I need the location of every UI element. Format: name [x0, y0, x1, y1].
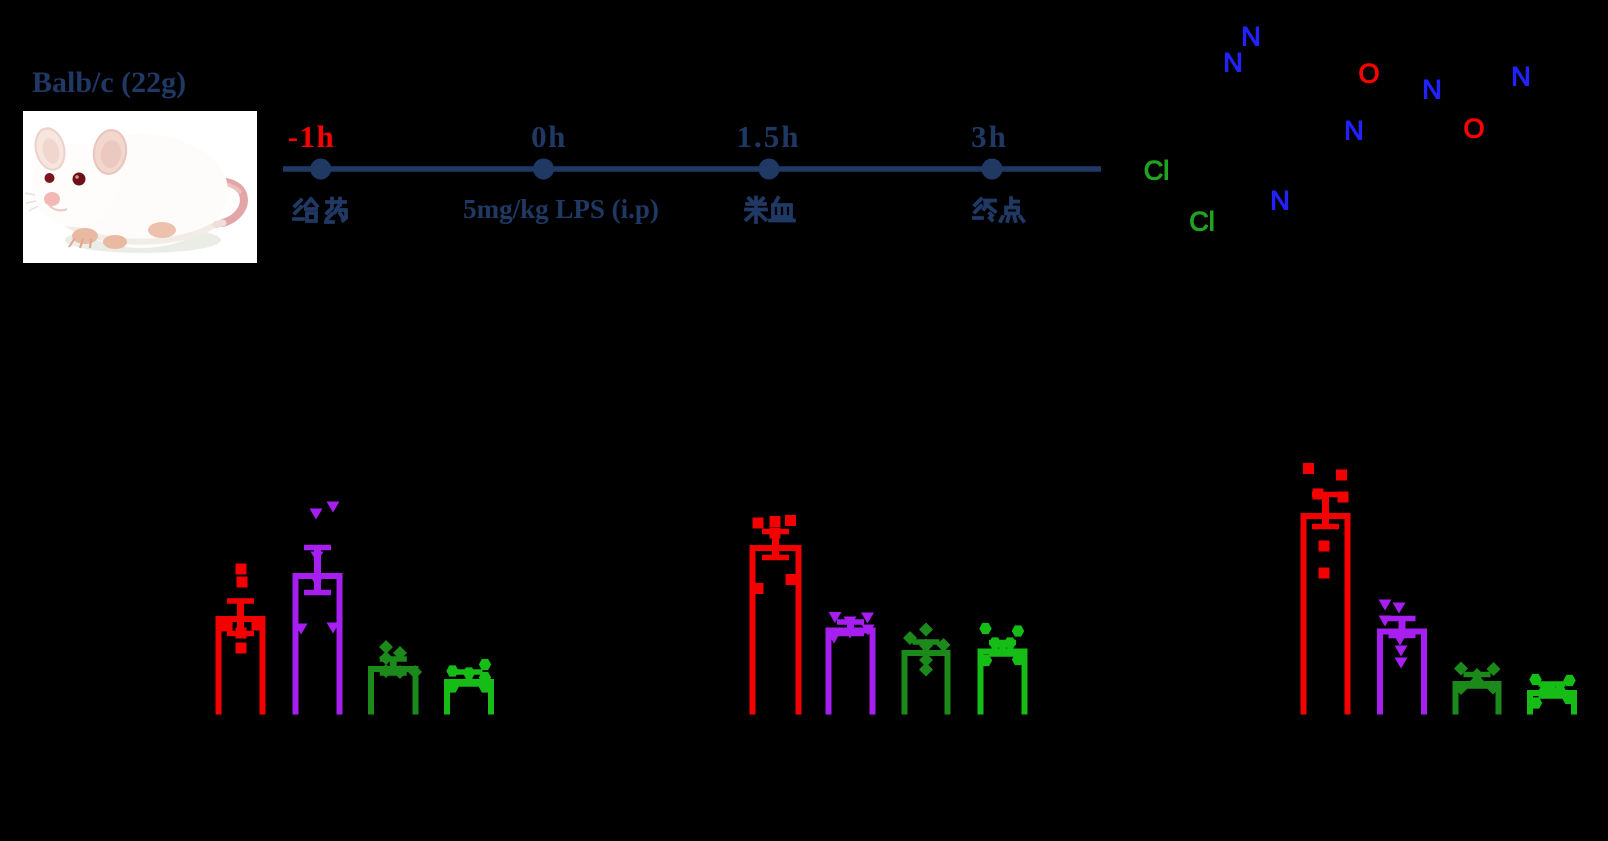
svg-text:3h: 3h	[971, 119, 1008, 154]
svg-text:N: N	[1511, 62, 1531, 92]
svg-text:N: N	[1344, 116, 1364, 146]
svg-text:N: N	[1422, 75, 1442, 105]
svg-text:Cl: Cl	[1144, 156, 1170, 186]
svg-text:N: N	[1241, 22, 1261, 52]
svg-text:Cl: Cl	[1189, 207, 1215, 237]
svg-text:N: N	[1223, 48, 1243, 78]
svg-text:O: O	[1358, 59, 1379, 89]
svg-text:N: N	[1270, 186, 1290, 216]
svg-text:1.5h: 1.5h	[737, 119, 801, 154]
svg-text:O: O	[1463, 114, 1484, 144]
svg-text:5mg/kg LPS (i.p): 5mg/kg LPS (i.p)	[463, 194, 659, 224]
svg-text:-1h: -1h	[288, 119, 336, 154]
svg-text:Balb/c (22g): Balb/c (22g)	[32, 66, 186, 99]
svg-text:0h: 0h	[531, 119, 567, 154]
